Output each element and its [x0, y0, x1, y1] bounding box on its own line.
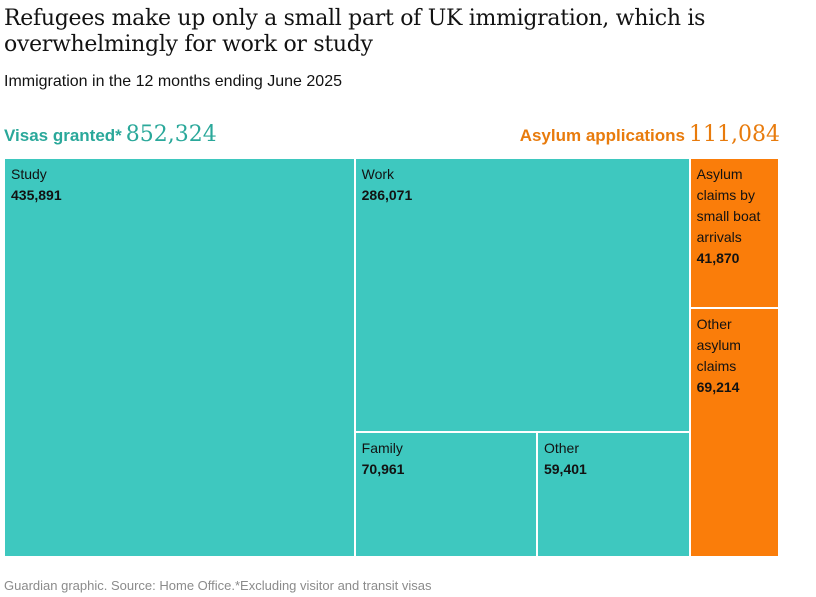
cell-value: 69,214: [696, 379, 740, 396]
treemap-cell-study: Study 435,891: [4, 158, 355, 557]
asylum-header-total: 111,084: [689, 122, 780, 147]
visas-header-total: 852,324: [125, 122, 217, 147]
treemap-cell-small-boat-asylum: Asylum claims by small boat arrivals 41,…: [689, 158, 779, 309]
visas-header-label: Visas granted*: [4, 126, 122, 145]
cell-value: 70,961: [361, 461, 405, 478]
chart-title: Refugees make up only a small part of UK…: [4, 6, 706, 57]
cell-label: Asylum claims by small boat arrivals: [696, 166, 761, 245]
treemap-cell-family: Family 70,961: [354, 432, 537, 557]
cell-label: Work: [361, 166, 395, 182]
visas-header: Visas granted* 852,324: [4, 122, 217, 147]
chart-subtitle: Immigration in the 12 months ending June…: [4, 73, 342, 90]
treemap-cell-work: Work 286,071: [354, 158, 690, 433]
asylum-header-label: Asylum applications: [519, 126, 686, 145]
cell-value: 435,891: [11, 187, 62, 203]
cell-label: Study: [11, 166, 47, 182]
cell-label: Other: [543, 440, 579, 457]
treemap-cell-other-visas: Other 59,401: [536, 432, 690, 557]
cell-label: Other asylum claims: [696, 316, 741, 375]
source-note: Guardian graphic. Source: Home Office.*E…: [4, 578, 432, 593]
cell-value: 286,071: [361, 187, 413, 203]
treemap-cell-other-asylum: Other asylum claims 69,214: [689, 308, 779, 557]
cell-label: Family: [361, 440, 403, 457]
cell-value: 41,870: [696, 250, 740, 266]
cell-value: 59,401: [543, 461, 587, 478]
asylum-header: Asylum applications 111,084: [520, 122, 780, 147]
